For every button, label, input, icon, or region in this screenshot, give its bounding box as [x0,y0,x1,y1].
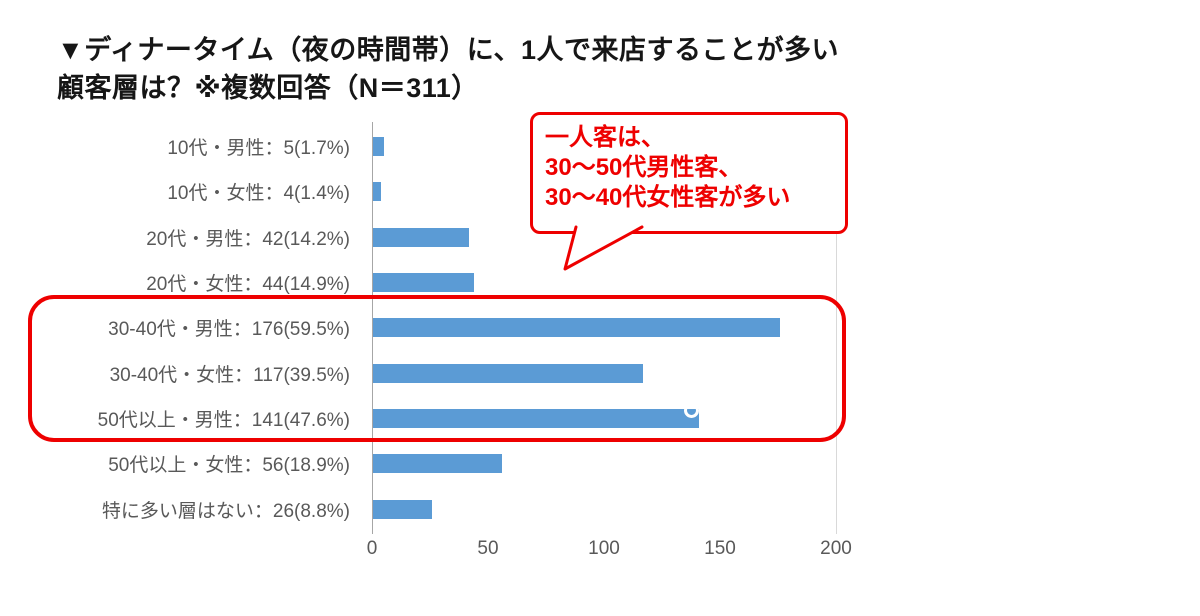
category-label: 特に多い層はない：26(8.8%) [101,500,350,522]
x-tick-label: 200 [820,538,852,559]
category-label: 30-40代・女性：117(39.5%) [109,364,350,386]
bar-area [372,408,1200,428]
category-label: 20代・男性：42(14.2%) [146,228,350,250]
chart-row: 30-40代・女性：117(39.5%) [0,350,1200,395]
plot-right-border [836,122,837,534]
chart-title: ▼ディナータイム（夜の時間帯）に、1人で来店することが多い 顧客層は？※複数回答… [57,31,839,107]
bar [372,227,470,247]
x-tick-label: 150 [704,538,736,559]
chart-row: 特に多い層はない：26(8.8%) [0,486,1200,531]
category-label: 30-40代・男性：176(59.5%) [108,319,350,341]
chart-row: 20代・男性：42(14.2%) [0,215,1200,260]
bar-area [372,454,1200,474]
bar-area [372,182,1200,202]
bar-area [372,227,1200,247]
bar-area [372,318,1200,338]
x-tick-label: 50 [477,538,499,559]
chart-title-line1: ▼ディナータイム（夜の時間帯）に、1人で来店することが多い [57,35,839,65]
bar [372,454,502,474]
annotation-line-1: 一人客は、 [545,124,665,151]
category-label: 50代以上・男性：141(47.6%) [97,409,350,431]
category-label: 20代・女性：44(14.9%) [146,274,350,296]
cursor-ring [684,403,699,418]
bar [372,318,781,338]
bar [372,499,433,519]
chart-row: 10代・男性：5(1.7%) [0,124,1200,169]
annotation-line-2: 30〜50代男性客、 [545,154,743,181]
bar-chart: 10代・男性：5(1.7%) 10代・女性：4(1.4%) 20代・男性：42(14… [0,124,1200,532]
annotation-bubble-tail [563,225,644,271]
annotation-line-3: 30〜40代女性客が多い [545,184,791,211]
bar [372,363,644,383]
bar [372,182,382,202]
category-label: 10代・女性：4(1.4%) [167,183,350,205]
y-axis-line [372,122,373,534]
category-label: 10代・男性：5(1.7%) [167,138,350,160]
chart-row: 20代・女性：44(14.9%) [0,260,1200,305]
category-label: 50代以上・女性：56(18.9%) [108,455,350,477]
bar-area [372,137,1200,157]
x-axis: 0 50 100 150 200 [0,538,1200,562]
annotation-bubble: 一人客は、 30〜50代男性客、 30〜40代女性客が多い [530,112,848,234]
bar-area [372,273,1200,293]
chart-row: 50代以上・男性：141(47.6%) [0,396,1200,441]
bar [372,273,475,293]
bar [372,137,384,157]
chart-row: 10代・女性：4(1.4%) [0,169,1200,214]
chart-row: 50代以上・女性：56(18.9%) [0,441,1200,486]
x-tick-label: 100 [588,538,620,559]
chart-title-line2: 顧客層は？※複数回答（N＝311） [57,73,479,103]
bar [372,408,700,428]
bar-area [372,363,1200,383]
chart-row: 30-40代・男性：176(59.5%) [0,305,1200,350]
bar-area [372,499,1200,519]
x-tick-label: 0 [366,538,378,559]
